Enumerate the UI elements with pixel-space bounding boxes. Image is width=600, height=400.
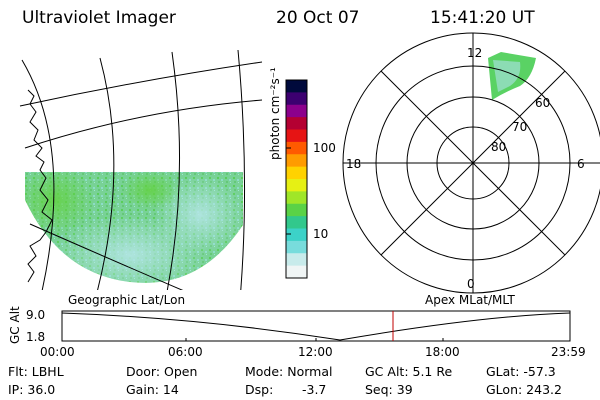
colorbar-segment bbox=[286, 191, 307, 205]
geo-panel-caption: Geographic Lat/Lon bbox=[68, 293, 186, 307]
status-glat: GLat: -57.3 bbox=[486, 364, 556, 379]
geo-image bbox=[25, 172, 243, 283]
mlt-label-18: 18 bbox=[346, 157, 362, 171]
colorbar-segment bbox=[286, 179, 307, 192]
colorbar-segment bbox=[286, 265, 307, 279]
colorbar-label: photon cm⁻²s⁻¹ bbox=[268, 67, 282, 160]
status-dsp-value: -3.7 bbox=[302, 382, 327, 397]
altitude-plot bbox=[61, 310, 571, 342]
time-label: 15:41:20 UT bbox=[430, 8, 535, 28]
colorbar-segment bbox=[286, 216, 307, 230]
colorbar-tick-100: 100 bbox=[313, 141, 336, 155]
date-label: 20 Oct 07 bbox=[276, 8, 360, 28]
status-door: Door: Open bbox=[126, 364, 198, 379]
altitude-xtick-0600: 06:00 bbox=[168, 345, 203, 359]
colorbar-unit-label: photon cm⁻²s⁻¹ bbox=[268, 67, 282, 160]
colorbar-segment bbox=[286, 240, 307, 254]
colorbar-segment bbox=[286, 166, 307, 180]
altitude-ytick-9: 9.0 bbox=[26, 308, 46, 322]
status-gc-alt: GC Alt: 5.1 Re bbox=[365, 364, 453, 379]
status-gain: Gain: 14 bbox=[126, 382, 179, 397]
instrument-title: Ultraviolet Imager bbox=[22, 8, 176, 28]
colorbar-segment bbox=[286, 92, 307, 106]
colorbar-segment bbox=[286, 253, 307, 267]
altitude-xtick-2359: 23:59 bbox=[551, 345, 586, 359]
status-dsp-label: Dsp: bbox=[245, 382, 274, 397]
colorbar-segment bbox=[286, 154, 307, 168]
status-glon: GLon: 243.2 bbox=[486, 382, 562, 397]
status-ip: IP: 36.0 bbox=[8, 382, 56, 397]
coastline bbox=[27, 89, 53, 283]
colorbar-segment bbox=[286, 129, 307, 143]
colorbar-segment bbox=[286, 80, 307, 93]
altitude-xtick-0000: 00:00 bbox=[40, 345, 75, 359]
mlt-label-12: 12 bbox=[467, 46, 483, 60]
status-seq: Seq: 39 bbox=[365, 382, 413, 397]
mlat-label-80: 80 bbox=[491, 140, 507, 154]
mlat-label-70: 70 bbox=[512, 120, 528, 134]
status-mode: Mode: Normal bbox=[245, 364, 333, 379]
altitude-xtick-1200: 12:00 bbox=[298, 345, 333, 359]
colorbar bbox=[286, 80, 307, 279]
mlat-label-60: 60 bbox=[535, 96, 551, 110]
colorbar-segment bbox=[286, 228, 307, 242]
mlt-label-6: 6 bbox=[577, 157, 585, 171]
geo-grid bbox=[19, 49, 263, 290]
altitude-ytick-1-8: 1.8 bbox=[26, 330, 46, 344]
colorbar-segment bbox=[286, 117, 307, 131]
mlt-label-0: 0 bbox=[467, 277, 475, 291]
altitude-xtick-1800: 18:00 bbox=[425, 345, 460, 359]
colorbar-segment bbox=[286, 141, 307, 155]
status-filter: Flt: LBHL bbox=[8, 364, 64, 379]
colorbar-segment bbox=[286, 203, 307, 217]
altitude-ylabel: GC Alt bbox=[8, 306, 22, 344]
colorbar-tick-10: 10 bbox=[313, 227, 329, 241]
polar-plot bbox=[342, 32, 600, 294]
polar-panel-caption: Apex MLat/MLT bbox=[425, 293, 515, 307]
colorbar-segment bbox=[286, 104, 307, 118]
